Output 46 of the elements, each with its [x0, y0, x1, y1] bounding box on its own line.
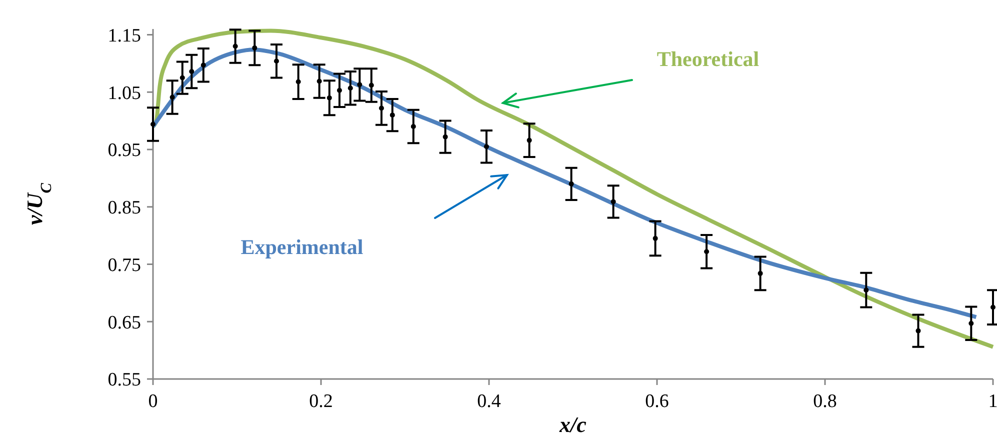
- point: [704, 249, 710, 254]
- x-tick-label: 0.6: [645, 391, 669, 412]
- y-tick-label: 0.95: [108, 140, 141, 162]
- y-tick-label: 1.05: [108, 82, 141, 104]
- y-tick-label: 0.75: [108, 254, 141, 276]
- point: [357, 82, 362, 88]
- point: [348, 86, 353, 91]
- point: [968, 320, 974, 326]
- x-tick-label: 1: [988, 391, 997, 412]
- y-tick-label: 1.15: [108, 25, 141, 46]
- x-tick-label: 0.2: [309, 391, 333, 412]
- point: [180, 75, 185, 80]
- line-series: [151, 28, 995, 349]
- point: [296, 79, 301, 84]
- point: [326, 95, 332, 100]
- text: Experimental: [240, 235, 364, 259]
- point: [274, 58, 279, 64]
- x-tick-label: 0.8: [813, 391, 837, 412]
- point: [316, 78, 322, 84]
- point: [652, 236, 658, 241]
- x-axis-title: x/c: [558, 412, 587, 437]
- point: [484, 144, 489, 150]
- x-tick-label: 0.4: [477, 391, 502, 412]
- y-tick-label: 0.65: [108, 312, 141, 334]
- point: [336, 88, 342, 93]
- point: [200, 62, 206, 68]
- point: [252, 45, 258, 50]
- point: [526, 138, 532, 143]
- point: [368, 82, 374, 88]
- point: [916, 328, 921, 334]
- point: [864, 288, 869, 293]
- point: [189, 68, 194, 74]
- y-tick-label: 0.55: [108, 370, 141, 391]
- x-tick-label: 0: [148, 391, 158, 412]
- point: [170, 94, 175, 100]
- point: [990, 304, 996, 310]
- y-tick-label: 0.85: [108, 198, 141, 219]
- point: [442, 134, 448, 140]
- text: Theoretical: [656, 47, 760, 71]
- point: [568, 181, 574, 186]
- point: [390, 112, 395, 118]
- point: [232, 44, 238, 49]
- point: [758, 270, 763, 276]
- point: [610, 199, 616, 204]
- point: [378, 106, 384, 111]
- point: [410, 124, 416, 130]
